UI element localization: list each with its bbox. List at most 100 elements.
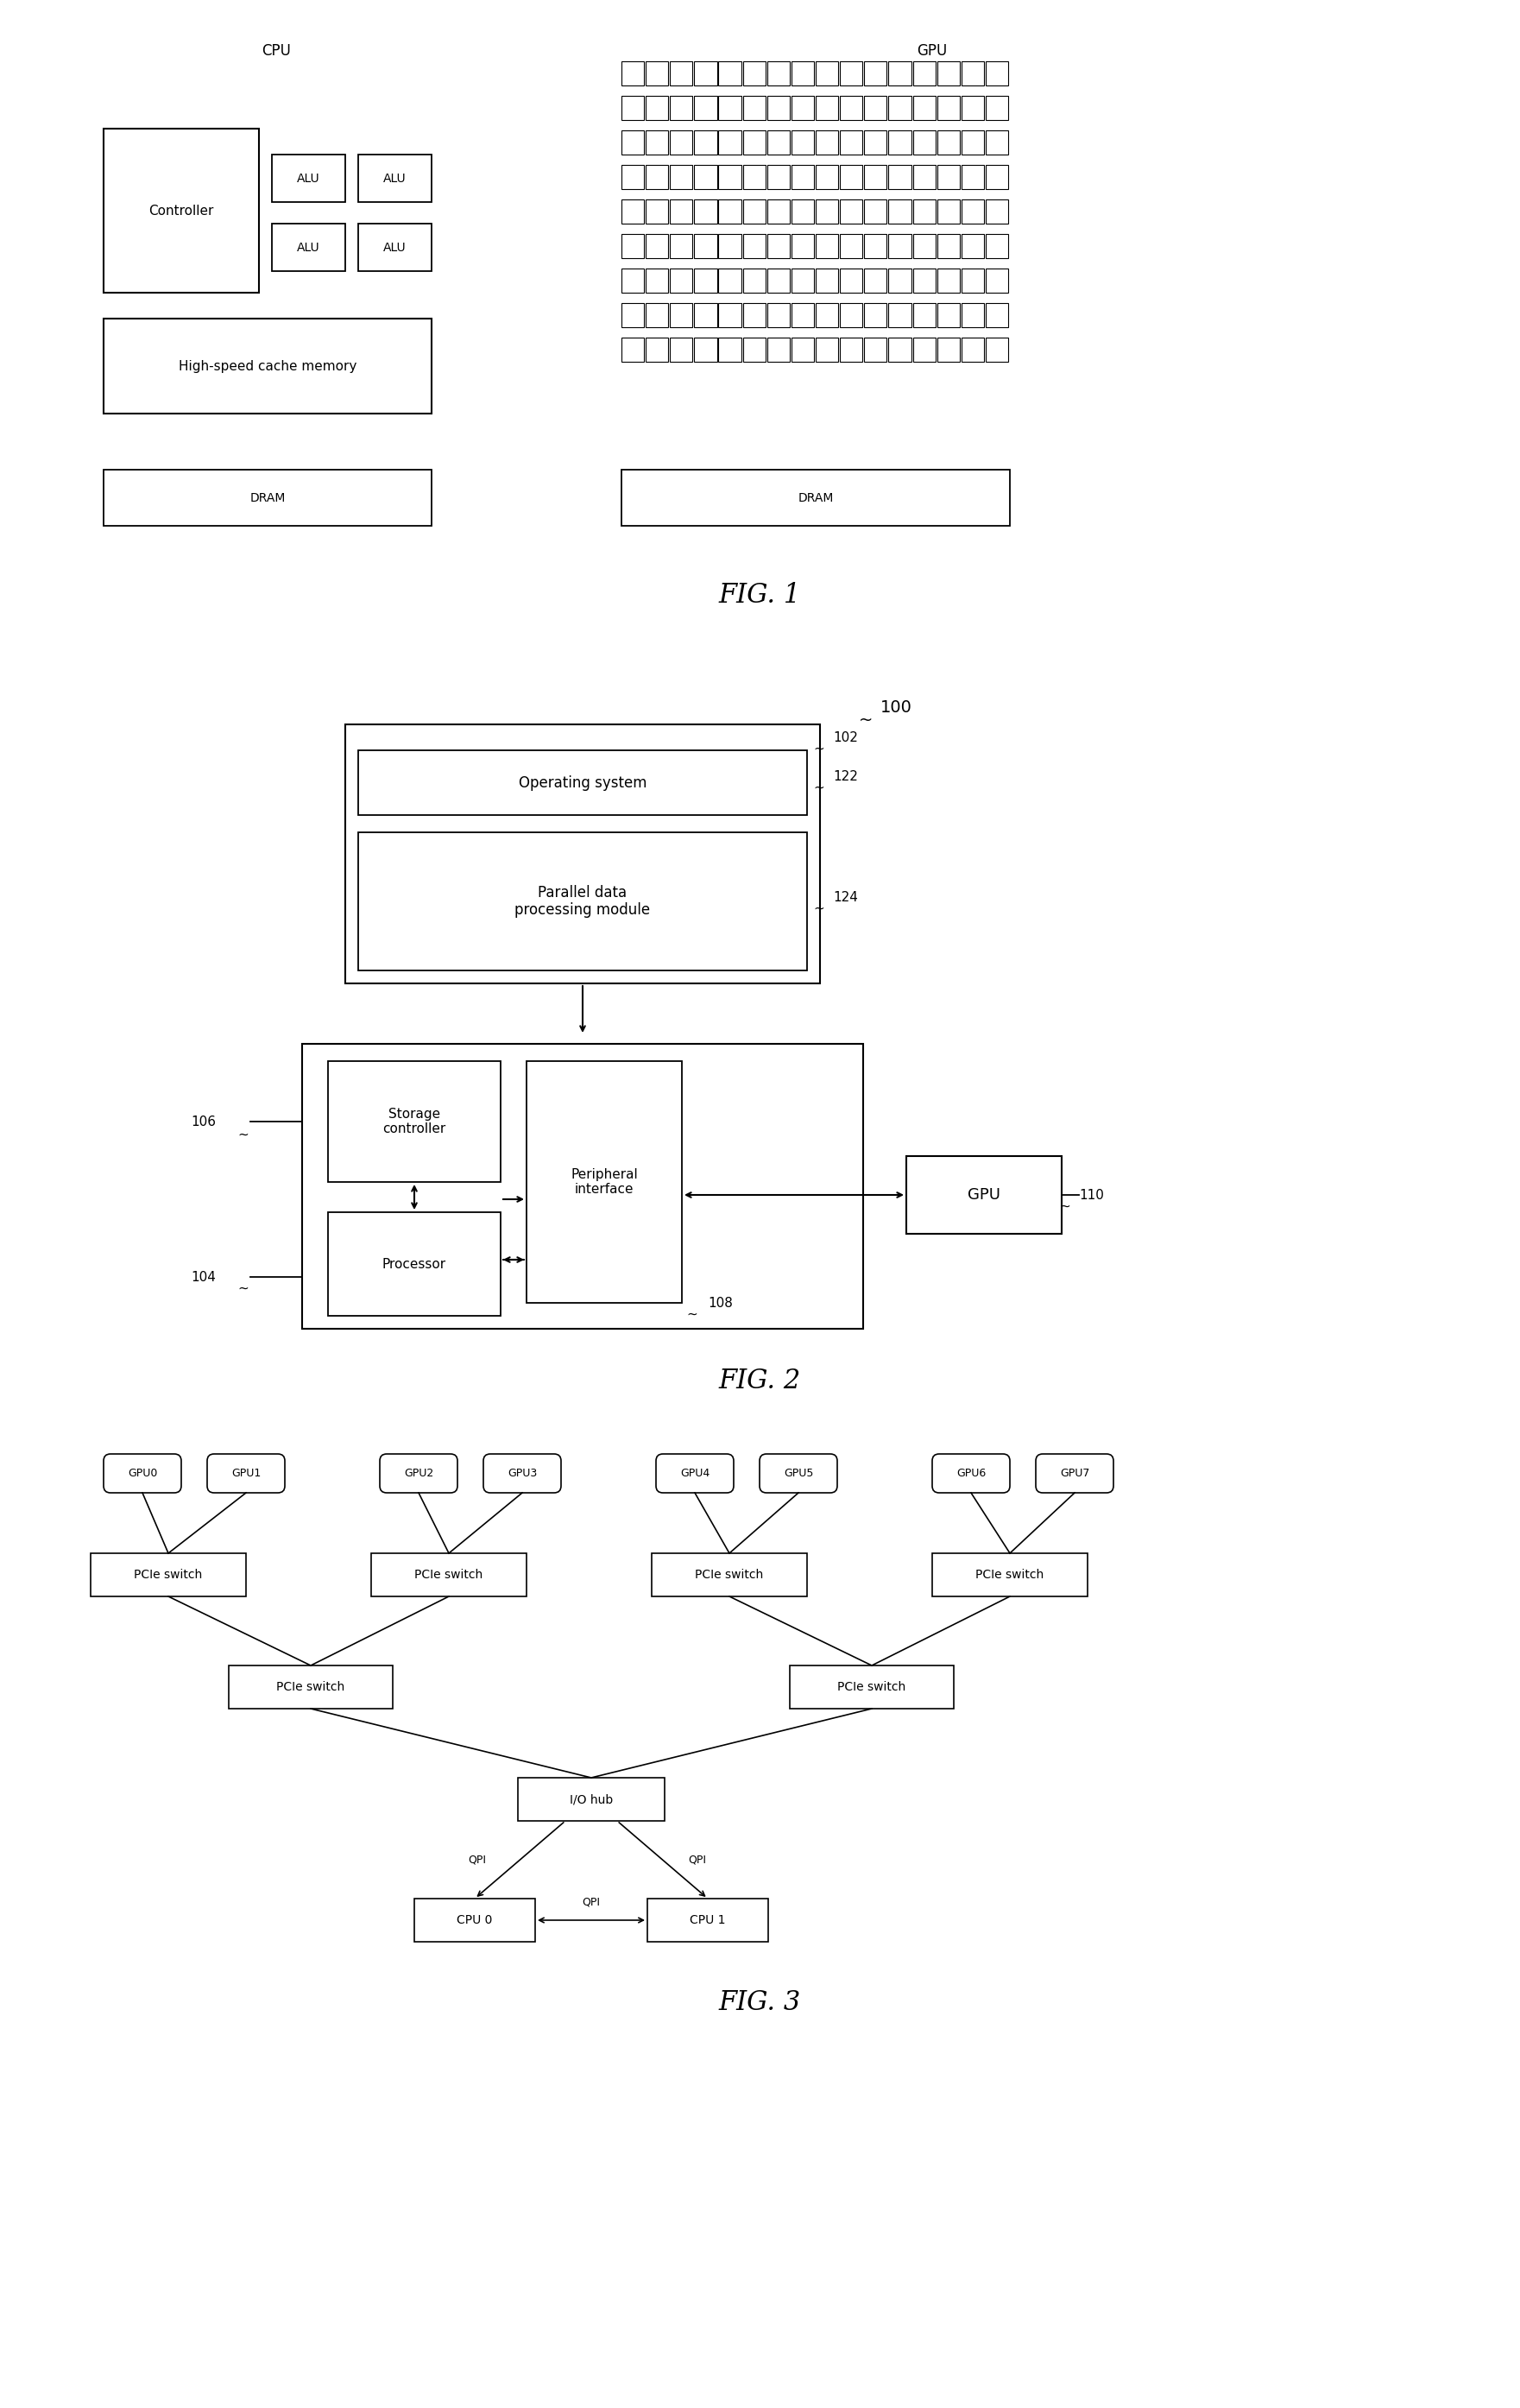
Text: 108: 108 (708, 1296, 733, 1310)
Text: GPU2: GPU2 (404, 1469, 433, 1479)
FancyBboxPatch shape (961, 200, 983, 224)
FancyBboxPatch shape (646, 60, 669, 84)
FancyBboxPatch shape (657, 1454, 734, 1493)
Text: QPI: QPI (468, 1854, 486, 1866)
FancyBboxPatch shape (889, 270, 910, 294)
FancyBboxPatch shape (790, 1666, 953, 1710)
Text: ~: ~ (686, 1308, 698, 1320)
FancyBboxPatch shape (816, 164, 838, 190)
FancyBboxPatch shape (865, 234, 886, 258)
FancyBboxPatch shape (936, 270, 959, 294)
FancyBboxPatch shape (889, 303, 910, 327)
FancyBboxPatch shape (646, 303, 669, 327)
Text: GPU: GPU (917, 43, 947, 58)
FancyBboxPatch shape (889, 60, 910, 84)
FancyBboxPatch shape (914, 303, 935, 327)
FancyBboxPatch shape (719, 130, 742, 154)
FancyBboxPatch shape (985, 337, 1008, 361)
FancyBboxPatch shape (622, 303, 644, 327)
FancyBboxPatch shape (483, 1454, 561, 1493)
FancyBboxPatch shape (743, 337, 766, 361)
FancyBboxPatch shape (743, 234, 766, 258)
FancyBboxPatch shape (743, 270, 766, 294)
FancyBboxPatch shape (695, 164, 717, 190)
FancyBboxPatch shape (622, 234, 644, 258)
Text: QPI: QPI (689, 1854, 707, 1866)
FancyBboxPatch shape (345, 725, 819, 982)
Text: PCIe switch: PCIe switch (277, 1681, 345, 1693)
FancyBboxPatch shape (670, 270, 693, 294)
FancyBboxPatch shape (670, 234, 693, 258)
FancyBboxPatch shape (103, 470, 432, 525)
FancyBboxPatch shape (936, 303, 959, 327)
FancyBboxPatch shape (719, 337, 742, 361)
Text: ~: ~ (813, 780, 824, 795)
FancyBboxPatch shape (841, 130, 862, 154)
FancyBboxPatch shape (695, 270, 717, 294)
FancyBboxPatch shape (841, 200, 862, 224)
Text: FIG. 3: FIG. 3 (719, 1989, 801, 2015)
FancyBboxPatch shape (622, 164, 644, 190)
FancyBboxPatch shape (816, 234, 838, 258)
FancyBboxPatch shape (719, 234, 742, 258)
FancyBboxPatch shape (841, 60, 862, 84)
Text: FIG. 1: FIG. 1 (719, 580, 801, 609)
Text: GPU0: GPU0 (128, 1469, 157, 1479)
FancyBboxPatch shape (743, 130, 766, 154)
FancyBboxPatch shape (985, 200, 1008, 224)
FancyBboxPatch shape (646, 96, 669, 120)
FancyBboxPatch shape (622, 200, 644, 224)
FancyBboxPatch shape (670, 164, 693, 190)
FancyBboxPatch shape (816, 200, 838, 224)
FancyBboxPatch shape (841, 337, 862, 361)
Text: GPU3: GPU3 (508, 1469, 537, 1479)
Text: GPU6: GPU6 (956, 1469, 986, 1479)
FancyBboxPatch shape (985, 130, 1008, 154)
FancyBboxPatch shape (961, 270, 983, 294)
FancyBboxPatch shape (743, 303, 766, 327)
FancyBboxPatch shape (889, 130, 910, 154)
FancyBboxPatch shape (768, 200, 790, 224)
FancyBboxPatch shape (719, 96, 742, 120)
FancyBboxPatch shape (932, 1553, 1088, 1597)
FancyBboxPatch shape (272, 224, 345, 272)
FancyBboxPatch shape (936, 337, 959, 361)
FancyBboxPatch shape (622, 96, 644, 120)
FancyBboxPatch shape (228, 1666, 392, 1710)
FancyBboxPatch shape (816, 337, 838, 361)
FancyBboxPatch shape (768, 60, 790, 84)
Text: ~: ~ (1059, 1199, 1070, 1214)
FancyBboxPatch shape (816, 60, 838, 84)
FancyBboxPatch shape (914, 130, 935, 154)
FancyBboxPatch shape (622, 337, 644, 361)
FancyBboxPatch shape (670, 200, 693, 224)
Text: GPU: GPU (968, 1187, 1000, 1202)
Text: GPU5: GPU5 (784, 1469, 813, 1479)
FancyBboxPatch shape (889, 337, 910, 361)
FancyBboxPatch shape (914, 337, 935, 361)
FancyBboxPatch shape (719, 60, 742, 84)
Text: ~: ~ (237, 1127, 248, 1141)
FancyBboxPatch shape (816, 303, 838, 327)
FancyBboxPatch shape (719, 270, 742, 294)
FancyBboxPatch shape (961, 164, 983, 190)
FancyBboxPatch shape (841, 234, 862, 258)
FancyBboxPatch shape (719, 164, 742, 190)
Text: GPU1: GPU1 (231, 1469, 261, 1479)
FancyBboxPatch shape (1035, 1454, 1114, 1493)
FancyBboxPatch shape (328, 1062, 500, 1182)
FancyBboxPatch shape (743, 200, 766, 224)
FancyBboxPatch shape (816, 96, 838, 120)
Text: ALU: ALU (383, 173, 406, 185)
FancyBboxPatch shape (914, 234, 935, 258)
FancyBboxPatch shape (985, 60, 1008, 84)
FancyBboxPatch shape (792, 60, 813, 84)
FancyBboxPatch shape (695, 60, 717, 84)
Text: GPU4: GPU4 (679, 1469, 710, 1479)
FancyBboxPatch shape (646, 234, 669, 258)
FancyBboxPatch shape (103, 128, 258, 294)
FancyBboxPatch shape (961, 337, 983, 361)
FancyBboxPatch shape (865, 60, 886, 84)
FancyBboxPatch shape (719, 200, 742, 224)
Text: PCIe switch: PCIe switch (134, 1568, 202, 1582)
